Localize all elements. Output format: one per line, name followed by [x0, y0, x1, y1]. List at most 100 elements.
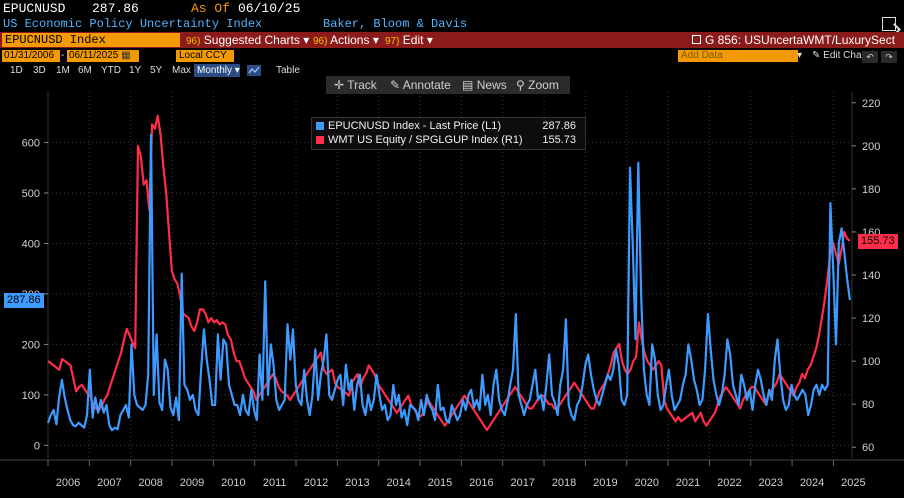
right-tick-label: 140	[862, 270, 880, 282]
edit-num: 97)	[385, 36, 400, 47]
chart-toolbar: ✛ Track ✎ Annotate ▤ News ⚲ Zoom	[326, 76, 570, 94]
right-tick-label: 100	[862, 356, 880, 368]
edit-label: Edit	[402, 33, 424, 47]
suggested-charts-label: Suggested Charts	[203, 33, 300, 47]
range-1y[interactable]: 1Y	[129, 65, 142, 76]
right-last-value-tag: 155.73	[858, 234, 898, 249]
zoom-label: Zoom	[528, 78, 559, 92]
export-icon[interactable]	[882, 17, 896, 31]
legend-swatch-1	[316, 122, 324, 130]
currency-value: Local CCY	[179, 50, 227, 61]
edit-chart-button[interactable]: ✎ Edit Chart	[812, 50, 868, 61]
news-icon: ▤	[462, 78, 474, 92]
range-1m[interactable]: 1M	[56, 65, 70, 76]
news-button[interactable]: ▤ News	[462, 78, 507, 92]
pencil-icon: ✎	[812, 50, 821, 61]
frequency-select[interactable]: Monthly ▾	[194, 64, 240, 77]
legend-series-2-value: 155.73	[542, 134, 576, 146]
index-source: Baker, Bloom & Davis	[323, 17, 468, 31]
left-tick-label: 0	[34, 440, 40, 452]
suggested-charts-menu[interactable]: 96) Suggested Charts ▾	[186, 33, 310, 47]
x-tick-label: 2025	[841, 477, 865, 489]
line-chart-type-glyph	[248, 66, 260, 74]
menu-bar: EPUCNUSD Index 96) Suggested Charts ▾ 96…	[0, 32, 904, 48]
range-bar: 1D 3D 1M 6M YTD 1Y 5Y Max Monthly ▾ Tabl…	[0, 64, 904, 78]
frequency-value: Monthly	[197, 65, 233, 76]
x-tick-label: 2006	[56, 477, 80, 489]
legend-series-1-label: EPUCNUSD Index - Last Price (L1)	[328, 120, 501, 132]
edit-menu[interactable]: 97) Edit ▾	[385, 33, 433, 47]
add-data-dropdown-icon[interactable]: ▾	[797, 50, 803, 61]
table-button[interactable]: Table	[276, 65, 300, 76]
ticker-symbol: EPUCNUSD	[3, 1, 66, 16]
left-last-value-tag: 287.86	[4, 293, 44, 308]
legend-swatch-2	[316, 136, 324, 144]
end-date-field[interactable]: 06/11/2025 ▦	[67, 50, 139, 62]
x-tick-label: 2011	[263, 477, 287, 489]
chart-link-icon	[692, 35, 701, 44]
left-tick-label: 400	[22, 238, 40, 250]
annotate-button[interactable]: ✎ Annotate	[390, 78, 451, 92]
x-tick-label: 2012	[304, 477, 328, 489]
right-tick-label: 80	[862, 399, 874, 411]
range-1d[interactable]: 1D	[10, 65, 23, 76]
index-title: US Economic Policy Uncertainty Index	[3, 17, 263, 31]
x-axis: 2006 2007 2008 2009 2010 2011 2012 2013 2014 2015…	[47, 460, 866, 489]
x-tick-label: 2013	[345, 477, 369, 489]
x-tick-label: 2014	[386, 477, 410, 489]
range-ytd[interactable]: YTD	[101, 65, 121, 76]
x-tick-label: 2018	[552, 477, 576, 489]
chart-id[interactable]: G 856: USUncertaWMT/LuxurySect	[692, 33, 895, 47]
zoom-search-icon: ⚲	[516, 78, 525, 92]
news-label: News	[476, 78, 507, 92]
track-label: Track	[347, 78, 377, 92]
edit-chart-label: Edit Chart	[823, 50, 868, 61]
x-tick-label: 2019	[593, 477, 617, 489]
subheader-row: US Economic Policy Uncertainty Index Bak…	[0, 17, 904, 32]
x-tick-label: 2020	[634, 477, 658, 489]
legend-series-1[interactable]: EPUCNUSD Index - Last Price (L1) 287.86	[316, 120, 582, 134]
left-tick-label: 100	[22, 390, 40, 402]
legend-series-2[interactable]: WMT US Equity / SPGLGUP Index (R1) 155.7…	[316, 134, 582, 148]
right-tick-label: 220	[862, 98, 880, 110]
add-data-input[interactable]: Add Data	[678, 50, 798, 62]
range-6m[interactable]: 6M	[78, 65, 92, 76]
undo-icon[interactable]: ↶	[862, 51, 878, 63]
suggested-charts-num: 96)	[186, 36, 201, 47]
x-tick-label: 2010	[221, 477, 245, 489]
track-button[interactable]: ✛ Track	[334, 78, 377, 92]
right-tick-label: 180	[862, 184, 880, 196]
security-field[interactable]: EPUCNUSD Index	[2, 33, 180, 47]
x-tick-label: 2016	[469, 477, 493, 489]
as-of-label: As Of	[191, 1, 231, 16]
x-tick-label: 2015	[428, 477, 452, 489]
right-tick-label: 200	[862, 141, 880, 153]
chart-legend: EPUCNUSD Index - Last Price (L1) 287.86 …	[311, 117, 586, 150]
x-tick-label: 2024	[800, 477, 824, 489]
right-tick-label: 60	[862, 442, 874, 454]
calendar-icon[interactable]: ▦	[121, 50, 131, 61]
left-tick-label: 600	[22, 137, 40, 149]
actions-num: 96)	[313, 36, 328, 47]
zoom-button[interactable]: ⚲ Zoom	[516, 78, 559, 92]
actions-label: Actions	[330, 33, 370, 47]
legend-series-1-value: 287.86	[542, 120, 576, 132]
x-tick-label: 2021	[676, 477, 700, 489]
redo-icon[interactable]: ↷	[881, 51, 897, 63]
date-separator: -	[61, 50, 65, 61]
start-date-field[interactable]: 01/31/2006	[2, 50, 60, 62]
line-chart-type-icon[interactable]	[247, 65, 261, 76]
currency-select[interactable]: Local CCY ▾	[176, 50, 234, 73]
x-tick-label: 2017	[510, 477, 534, 489]
date-bar: 01/31/2006 - 06/11/2025 ▦ Local CCY ▾ Ad…	[0, 50, 904, 73]
range-5y[interactable]: 5Y	[150, 65, 163, 76]
range-max[interactable]: Max	[172, 65, 191, 76]
annotate-label: Annotate	[402, 78, 451, 92]
as-of-date: 06/10/25	[238, 1, 301, 16]
range-3d[interactable]: 3D	[33, 65, 46, 76]
crosshair-icon: ✛	[334, 78, 345, 92]
actions-menu[interactable]: 96) Actions ▾	[313, 33, 379, 47]
legend-series-2-label: WMT US Equity / SPGLGUP Index (R1)	[328, 134, 523, 146]
